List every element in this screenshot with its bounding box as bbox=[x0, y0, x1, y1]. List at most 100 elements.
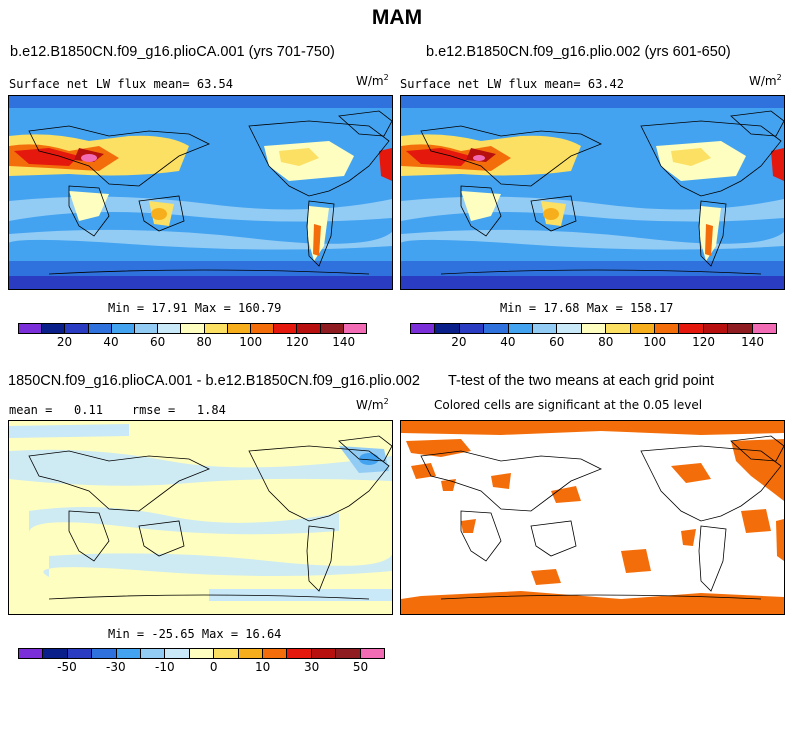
panel-b-stat-label: Surface net LW flux mean= bbox=[400, 77, 581, 91]
colorbar-swatch bbox=[88, 324, 112, 333]
colorbar-swatch bbox=[67, 649, 93, 658]
panel-b-minmax: Min = 17.68 Max = 158.17 bbox=[500, 301, 674, 315]
colorbar-swatch bbox=[752, 324, 777, 333]
colorbar-swatch bbox=[320, 324, 344, 333]
colorbar-swatch bbox=[459, 324, 485, 333]
panel-b-map-svg bbox=[401, 96, 784, 289]
units-exp: 2 bbox=[383, 397, 389, 406]
panel-a-map bbox=[8, 95, 393, 290]
colorbar-tick-label: -50 bbox=[57, 660, 77, 674]
units-base: W/m bbox=[749, 74, 777, 88]
colorbar-swatch bbox=[43, 649, 68, 658]
panel-a-case-title: b.e12.B1850CN.f09_g16.plioCA.001 (yrs 70… bbox=[10, 44, 335, 60]
units-exp: 2 bbox=[383, 73, 389, 82]
colorbar-tick-label: 40 bbox=[500, 335, 516, 349]
panel-c-map bbox=[8, 420, 393, 615]
colorbar-swatch bbox=[630, 324, 656, 333]
panel-a-units: W/m2 bbox=[356, 73, 389, 88]
colorbar-abs-a bbox=[18, 323, 367, 334]
colorbar-swatch bbox=[728, 324, 753, 333]
colorbar-tick-label: 80 bbox=[598, 335, 614, 349]
panel-c-stats: mean = 0.11 rmse = 1.84 bbox=[9, 403, 226, 417]
panel-c-mean-value: 0.11 bbox=[74, 403, 103, 417]
colorbar-swatch bbox=[411, 324, 436, 333]
colorbar-tick-label: 20 bbox=[56, 335, 73, 349]
panel-b-case-title: b.e12.B1850CN.f09_g16.plio.002 (yrs 601-… bbox=[426, 44, 731, 60]
colorbar-tick-label: 140 bbox=[741, 335, 764, 349]
colorbar-tick-label: 40 bbox=[103, 335, 119, 349]
units-exp: 2 bbox=[776, 73, 782, 82]
colorbar-swatch bbox=[606, 324, 631, 333]
colorbar-swatch bbox=[65, 324, 89, 333]
colorbar-swatch bbox=[360, 649, 385, 658]
colorbar-swatch bbox=[703, 324, 729, 333]
colorbar-swatch bbox=[135, 324, 159, 333]
panel-b-stat-value: 63.42 bbox=[587, 77, 624, 91]
colorbar-tick-label: 80 bbox=[196, 335, 212, 349]
colorbar-swatch bbox=[204, 324, 228, 333]
panel-d-map bbox=[400, 420, 785, 615]
panel-a-map-svg bbox=[9, 96, 392, 289]
colorbar-swatch bbox=[227, 324, 252, 333]
panel-d-map-svg bbox=[401, 421, 784, 614]
panel-b-units: W/m2 bbox=[749, 73, 782, 88]
colorbar-swatch bbox=[42, 324, 66, 333]
units-base: W/m bbox=[356, 74, 384, 88]
colorbar-tick-label: -10 bbox=[154, 660, 175, 674]
colorbar-tick-label: 120 bbox=[692, 335, 716, 349]
colorbar-tick-label: 30 bbox=[303, 660, 320, 674]
colorbar-tick-label: 100 bbox=[643, 335, 667, 349]
colorbar-tick-label: 20 bbox=[451, 335, 467, 349]
colorbar-swatch bbox=[92, 649, 117, 658]
colorbar-swatch bbox=[111, 324, 136, 333]
panel-d-subtitle: Colored cells are significant at the 0.0… bbox=[434, 398, 703, 412]
colorbar-swatch bbox=[214, 649, 239, 658]
colorbar-swatch bbox=[19, 324, 43, 333]
panel-c-map-svg bbox=[9, 421, 392, 614]
colorbar-tick-label: 10 bbox=[255, 660, 271, 674]
colorbar-swatch bbox=[238, 649, 264, 658]
panel-c-rmse-label: rmse = bbox=[131, 403, 176, 417]
colorbar-tick-label: 60 bbox=[549, 335, 565, 349]
colorbar-tick-label: 60 bbox=[149, 335, 166, 349]
colorbar-swatch bbox=[655, 324, 680, 333]
colorbar-swatch bbox=[533, 324, 558, 333]
colorbar-swatch bbox=[508, 324, 534, 333]
colorbar-swatch bbox=[343, 324, 367, 333]
panel-c-minmax: Min = -25.65 Max = 16.64 bbox=[108, 627, 282, 641]
colorbar-swatch bbox=[336, 649, 361, 658]
colorbar-swatch bbox=[19, 649, 44, 658]
colorbar-swatch bbox=[263, 649, 288, 658]
colorbar-swatch bbox=[435, 324, 460, 333]
panel-a-minmax: Min = 17.91 Max = 160.79 bbox=[108, 301, 282, 315]
colorbar-swatch bbox=[158, 324, 182, 333]
colorbar-diff bbox=[18, 648, 385, 659]
colorbar-swatch bbox=[297, 324, 321, 333]
colorbar-tick-label: -30 bbox=[106, 660, 126, 674]
colorbar-swatch bbox=[189, 649, 215, 658]
figure-title: MAM bbox=[371, 6, 423, 29]
panel-a-stat-label: Surface net LW flux mean= bbox=[9, 77, 190, 91]
panel-d-title: T-test of the two means at each grid poi… bbox=[448, 373, 714, 389]
colorbar-tick-label: 50 bbox=[352, 660, 369, 674]
colorbar-abs-b bbox=[410, 323, 777, 334]
units-base: W/m bbox=[356, 398, 384, 412]
colorbar-swatch bbox=[287, 649, 312, 658]
colorbar-swatch bbox=[557, 324, 582, 333]
colorbar-tick-label: 100 bbox=[239, 335, 263, 349]
colorbar-tick-label: 0 bbox=[209, 660, 218, 674]
panel-b-map bbox=[400, 95, 785, 290]
panel-a-stat: Surface net LW flux mean= 63.54 bbox=[9, 77, 233, 91]
colorbar-tick-label: 120 bbox=[285, 335, 309, 349]
panel-a-stat-value: 63.54 bbox=[196, 77, 233, 91]
colorbar-swatch bbox=[116, 649, 142, 658]
colorbar-swatch bbox=[181, 324, 205, 333]
colorbar-tick-label: 140 bbox=[332, 335, 356, 349]
panel-c-rmse-value: 1.84 bbox=[196, 403, 226, 417]
colorbar-swatch bbox=[251, 324, 275, 333]
panel-c-case-title: 1850CN.f09_g16.plioCA.001 - b.e12.B1850C… bbox=[8, 373, 420, 389]
panel-c-mean-label: mean = bbox=[9, 403, 53, 417]
colorbar-swatch bbox=[165, 649, 190, 658]
colorbar-swatch bbox=[679, 324, 704, 333]
colorbar-swatch bbox=[311, 649, 337, 658]
